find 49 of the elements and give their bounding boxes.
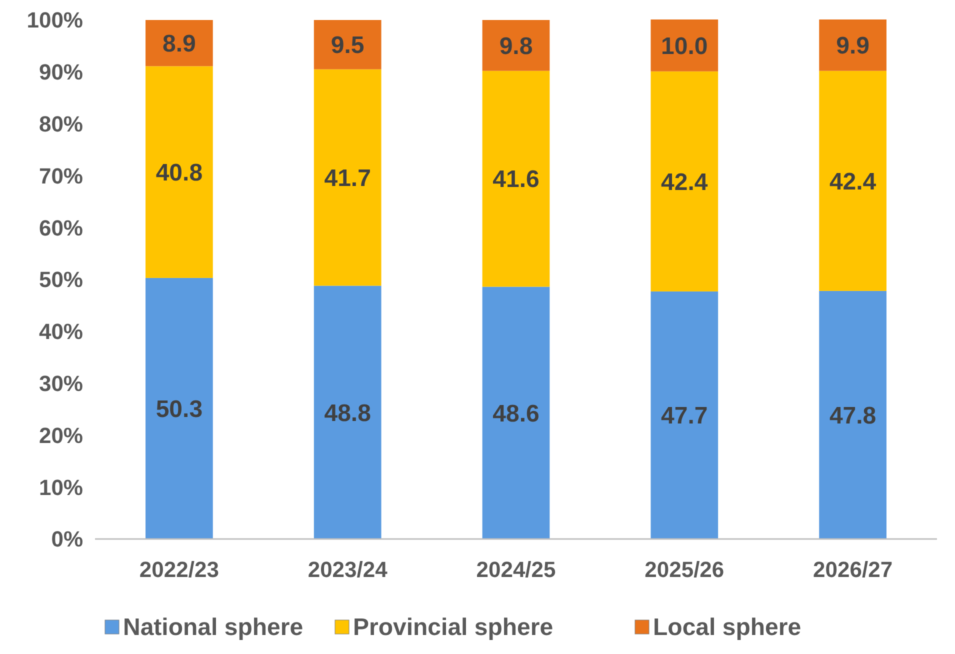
text: 10.0 bbox=[661, 32, 708, 60]
text: 9.8 bbox=[499, 32, 533, 60]
text: 41.7 bbox=[324, 164, 371, 192]
bar bbox=[819, 19, 886, 71]
bar bbox=[482, 70, 550, 287]
x-tick-label: 2024/25 bbox=[476, 557, 556, 582]
text: 48.6 bbox=[492, 400, 540, 428]
text: 42.4 bbox=[661, 168, 708, 196]
text: 47.7 bbox=[661, 402, 708, 430]
text: 42.4 bbox=[829, 168, 876, 196]
y-tick-label: 90% bbox=[38, 60, 83, 85]
y-tick-label: 50% bbox=[38, 267, 83, 292]
y-tick-label: 10% bbox=[38, 474, 83, 500]
y-tick-label: 0% bbox=[51, 526, 83, 552]
text: 48.8 bbox=[324, 400, 371, 427]
text: 47.8 bbox=[829, 402, 876, 430]
y-tick-label: 60% bbox=[38, 215, 83, 240]
x-tick-label: 2025/26 bbox=[644, 557, 724, 582]
bar bbox=[314, 20, 382, 70]
bar bbox=[146, 20, 213, 66]
text: 8.9 bbox=[162, 30, 196, 58]
bar bbox=[314, 286, 382, 539]
bar bbox=[819, 70, 886, 291]
text: 50.3 bbox=[156, 396, 203, 423]
bar bbox=[482, 20, 550, 71]
bar bbox=[146, 66, 213, 278]
y-tick-label: 40% bbox=[38, 319, 83, 344]
legend-label: National sphere bbox=[123, 614, 304, 641]
text: 41.6 bbox=[492, 166, 540, 194]
bar bbox=[650, 19, 718, 72]
x-tick-label: 2022/23 bbox=[139, 557, 219, 582]
y-tick-label: 20% bbox=[38, 422, 83, 448]
text: 9.5 bbox=[330, 32, 364, 60]
y-tick-label: 100% bbox=[26, 8, 83, 33]
legend-label: Local sphere bbox=[653, 614, 802, 641]
y-tick-label: 80% bbox=[38, 112, 83, 136]
text: 40.8 bbox=[156, 159, 203, 186]
bar bbox=[482, 286, 550, 539]
legend-label: Provincial sphere bbox=[353, 614, 554, 641]
bar bbox=[819, 290, 886, 539]
bar bbox=[650, 71, 718, 292]
bar bbox=[314, 69, 382, 286]
bar bbox=[146, 278, 213, 539]
x-tick-label: 2023/24 bbox=[308, 557, 388, 582]
text: 9.9 bbox=[836, 32, 870, 60]
x-tick-label: 2026/27 bbox=[813, 557, 893, 582]
y-tick-label: 30% bbox=[38, 371, 83, 396]
y-tick-label: 70% bbox=[38, 163, 83, 188]
bar bbox=[650, 291, 718, 539]
